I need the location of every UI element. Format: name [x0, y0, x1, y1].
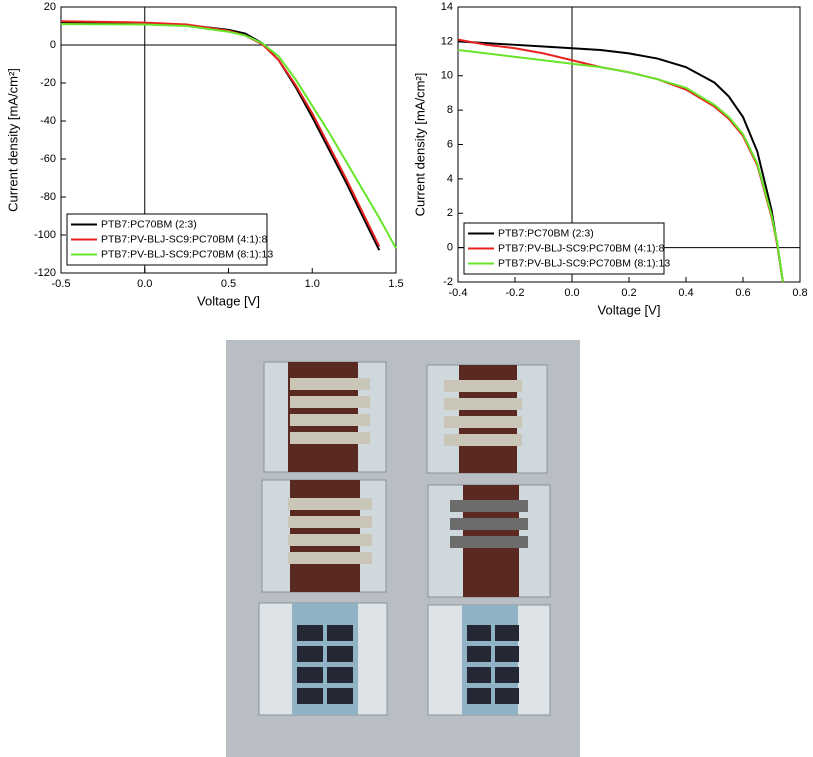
series-line	[60, 20, 381, 247]
y-tick-label: 12	[441, 35, 453, 47]
legend-label: PTB7:PV-BLJ-SC9:PC70BM (8:1):13	[101, 248, 273, 260]
x-axis-label: Voltage [V]	[598, 302, 661, 317]
legend-label: PTB7:PV-BLJ-SC9:PC70BM (8:1):13	[498, 257, 670, 269]
y-tick-label: -100	[34, 229, 56, 241]
x-tick-label: 0.5	[221, 278, 236, 290]
x-tick-label: -0.2	[506, 287, 525, 299]
legend-label: PTB7:PC70BM (2:3)	[101, 218, 197, 230]
series-line	[457, 40, 784, 283]
y-tick-label: 14	[441, 1, 453, 13]
photo	[226, 340, 580, 757]
legend-label: PTB7:PV-BLJ-SC9:PC70BM (4:1):8	[498, 242, 664, 254]
y-tick-label: 4	[447, 173, 453, 185]
chart: -0.4 -0.2 0.0 0.2 0.4 0.6 0.8 -2 0 2 4 6 8 10 12 14 Volt…	[412, 1, 807, 318]
x-tick-label: -0.5	[52, 278, 71, 290]
y-tick-label: -80	[40, 191, 56, 203]
legend-box	[66, 213, 268, 266]
legend-label: PTB7:PV-BLJ-SC9:PC70BM (4:1):8	[101, 233, 267, 245]
y-tick-label: -120	[34, 267, 56, 279]
series-line	[457, 48, 784, 283]
legend-label: PTB7:PC70BM (2:3)	[498, 227, 594, 239]
y-tick-label: 10	[441, 70, 453, 82]
chart: -0.5 0.0 0.5 1.0 1.5 -120 -100 -80 -60 -40 -20 0 20 V…	[5, 1, 403, 309]
x-tick-label: 0.4	[678, 287, 693, 299]
x-tick-label: 0.6	[735, 287, 750, 299]
y-tick-label: 0	[50, 39, 56, 51]
x-tick-label: 0.0	[137, 278, 152, 290]
y-tick-label: 20	[44, 1, 56, 13]
series-line	[60, 23, 397, 249]
x-tick-label: 1.0	[305, 278, 320, 290]
y-tick-label: 6	[447, 138, 453, 150]
y-tick-label: -40	[40, 115, 56, 127]
y-axis-label: Current density [mA/cm²]	[412, 73, 427, 217]
y-tick-label: 0	[447, 242, 453, 254]
y-tick-label: -20	[40, 77, 56, 89]
y-tick-label: -60	[40, 153, 56, 165]
x-tick-label: 0.0	[564, 287, 579, 299]
y-axis-label: Current density [mA/cm²]	[5, 68, 20, 212]
y-tick-label: 8	[447, 104, 453, 116]
x-axis-label: Voltage [V]	[197, 293, 260, 308]
y-tick-label: 2	[447, 207, 453, 219]
x-tick-label: 0.2	[621, 287, 636, 299]
legend-box	[463, 222, 665, 275]
y-tick-label: -2	[443, 276, 453, 288]
x-tick-label: -0.4	[449, 287, 468, 299]
x-tick-label: 1.5	[388, 278, 403, 290]
x-tick-label: 0.8	[792, 287, 807, 299]
